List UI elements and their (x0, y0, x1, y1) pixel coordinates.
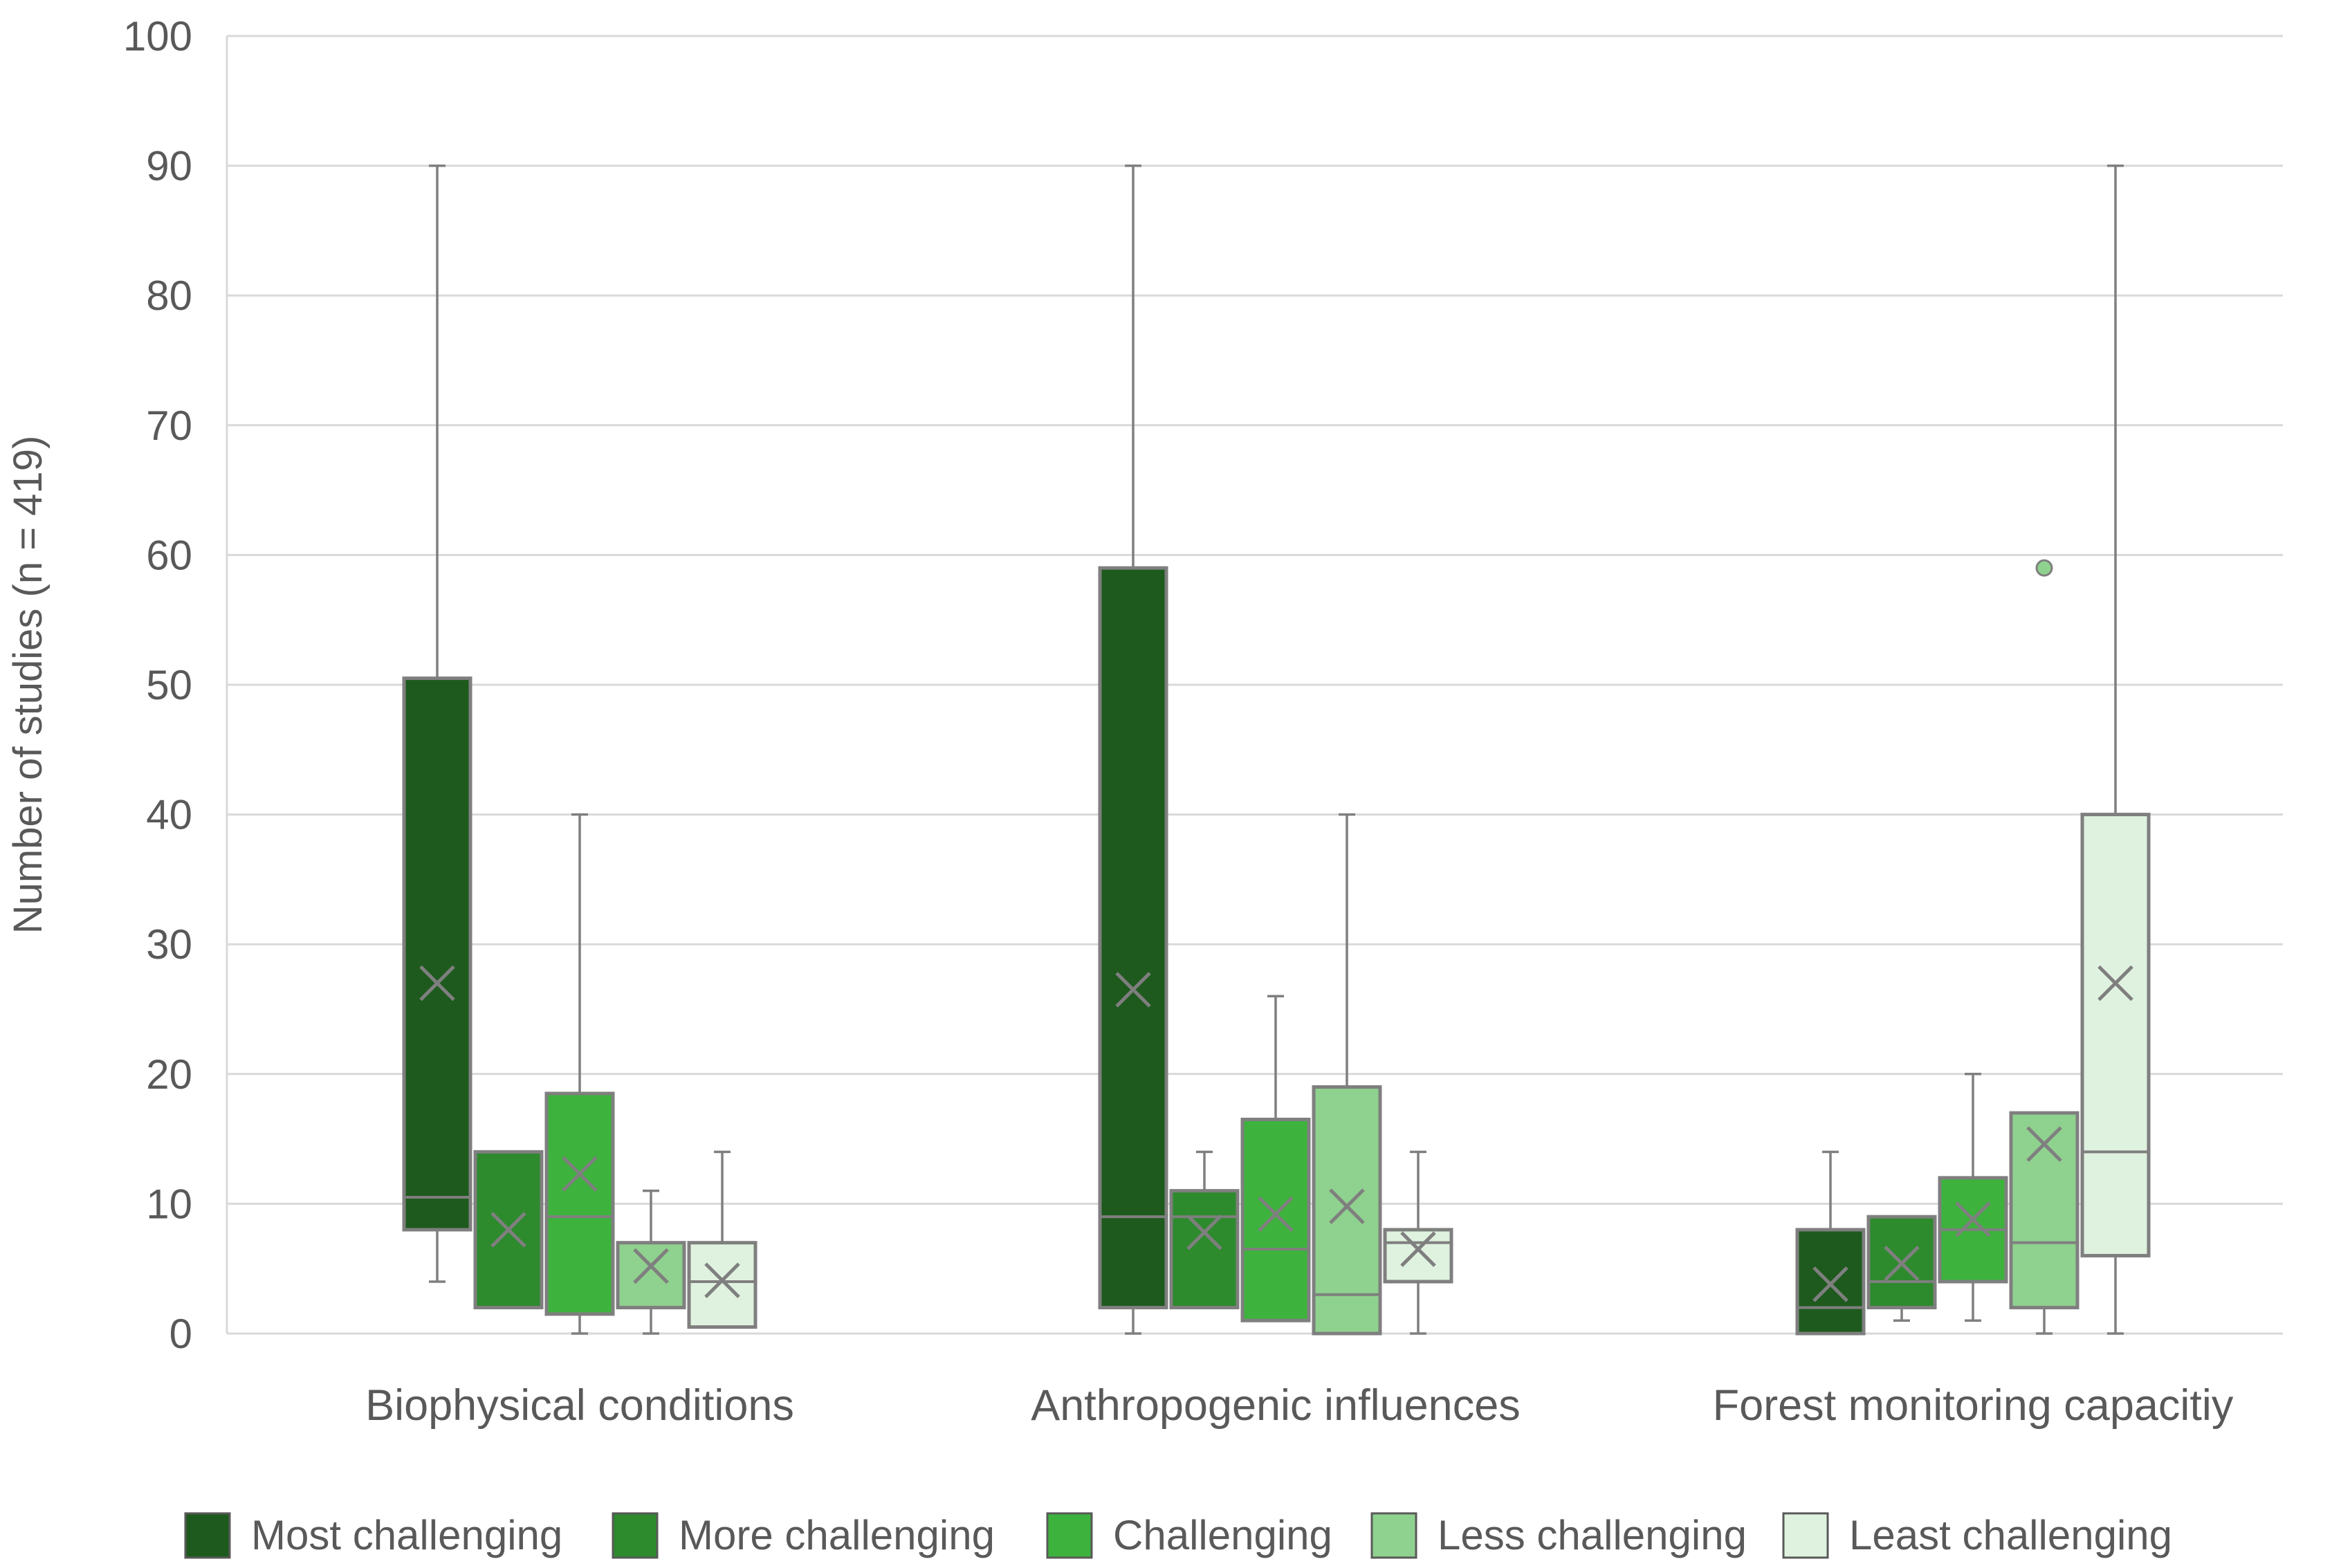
y-tick-label: 80 (146, 273, 192, 319)
box-more-challenging (1866, 1215, 1937, 1322)
x-axis-ticks: Biophysical conditions Anthropogenic infl… (365, 1381, 2234, 1430)
mean-marker (1186, 1214, 1222, 1251)
mean-marker (2026, 1126, 2062, 1162)
box-least-challenging (687, 1150, 758, 1329)
legend-label: More challenging (679, 1512, 995, 1558)
mean-marker (1258, 1196, 1294, 1233)
y-tick-label: 10 (146, 1181, 192, 1227)
box-challenging (544, 813, 615, 1335)
mean-marker (2097, 965, 2133, 1002)
iqr-box (402, 676, 472, 1232)
iqr-box (1795, 1228, 1866, 1336)
y-tick-label: 50 (146, 662, 192, 708)
iqr-box (2080, 813, 2151, 1257)
iqr-box (687, 1241, 758, 1329)
legend-swatch (1782, 1512, 1829, 1559)
legend-label: Less challenging (1438, 1512, 1747, 1558)
legend-label: Most challenging (251, 1512, 562, 1558)
y-tick-label: 0 (169, 1311, 192, 1357)
mean-marker (1812, 1266, 1848, 1302)
iqr-box (1098, 566, 1168, 1309)
y-tick-label: 20 (146, 1051, 192, 1098)
box-more-challenging (473, 1150, 544, 1309)
mean-marker (1329, 1188, 1365, 1224)
iqr-box (1240, 1117, 1311, 1322)
legend: Most challenging More challenging Challeng… (184, 1512, 2172, 1559)
box-most-challenging (1795, 1150, 1866, 1336)
mean-marker (419, 965, 455, 1002)
iqr-box (616, 1241, 686, 1309)
y-tick-label: 90 (146, 143, 192, 190)
y-tick-label: 30 (146, 921, 192, 968)
box-more-challenging (1169, 1150, 1240, 1309)
box-less-challenging (2009, 559, 2079, 1335)
box-plot-series (402, 164, 2151, 1336)
iqr-box (1169, 1189, 1240, 1309)
box-most-challenging (402, 164, 472, 1283)
y-axis-ticks: 0 10 20 30 40 50 60 70 80 90 100 (123, 13, 192, 1357)
box-most-challenging (1098, 164, 1168, 1335)
mean-marker (490, 1212, 526, 1248)
mean-marker (1955, 1201, 1991, 1237)
y-tick-label: 70 (146, 403, 192, 449)
legend-item: Least challenging (1782, 1512, 2172, 1559)
legend-item: Challenging (1046, 1512, 1332, 1559)
legend-item: Less challenging (1370, 1512, 1747, 1559)
mean-marker (704, 1262, 740, 1298)
box-least-challenging (2080, 164, 2151, 1335)
y-tick-label: 60 (146, 532, 192, 578)
iqr-box (1383, 1228, 1453, 1284)
mean-marker (1400, 1231, 1436, 1267)
mean-marker (633, 1248, 669, 1284)
legend-item: Most challenging (184, 1512, 562, 1559)
x-category-label: Biophysical conditions (365, 1381, 794, 1430)
legend-swatch (612, 1512, 659, 1559)
box-less-challenging (1312, 813, 1382, 1336)
iqr-box (544, 1091, 615, 1316)
iqr-box (1312, 1085, 1382, 1336)
legend-swatch (1046, 1512, 1093, 1559)
y-axis-label: Number of studies (n = 419) (6, 436, 51, 934)
iqr-box (2009, 1111, 2079, 1309)
legend-label: Challenging (1113, 1512, 1332, 1558)
x-category-label: Forest monitoring capacitiy (1713, 1381, 2234, 1430)
outlier-point (2035, 559, 2053, 577)
iqr-box (473, 1150, 544, 1309)
mean-marker (1884, 1245, 1920, 1282)
box-challenging (1938, 1073, 2008, 1322)
legend-label: Least challenging (1849, 1512, 2172, 1558)
legend-item: More challenging (612, 1512, 995, 1559)
box-least-challenging (1383, 1150, 1453, 1335)
y-tick-label: 40 (146, 792, 192, 838)
legend-swatch (184, 1512, 231, 1559)
mean-marker (562, 1156, 598, 1192)
y-tick-label: 100 (123, 13, 192, 59)
mean-marker (1115, 972, 1151, 1008)
x-category-label: Anthropogenic influences (1031, 1381, 1521, 1430)
box-challenging (1240, 995, 1311, 1322)
legend-swatch (1370, 1512, 1417, 1559)
box-less-challenging (616, 1189, 686, 1335)
